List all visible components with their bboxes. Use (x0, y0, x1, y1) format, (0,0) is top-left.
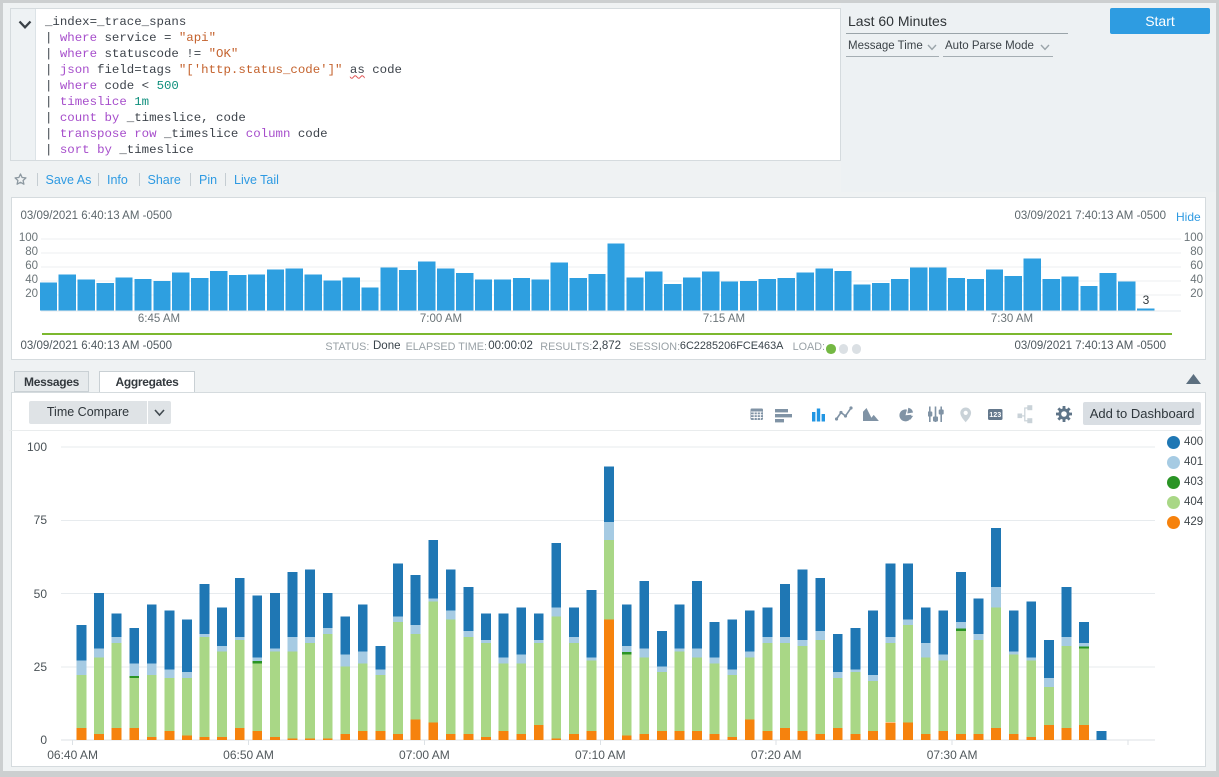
svg-text:123: 123 (989, 410, 1001, 419)
